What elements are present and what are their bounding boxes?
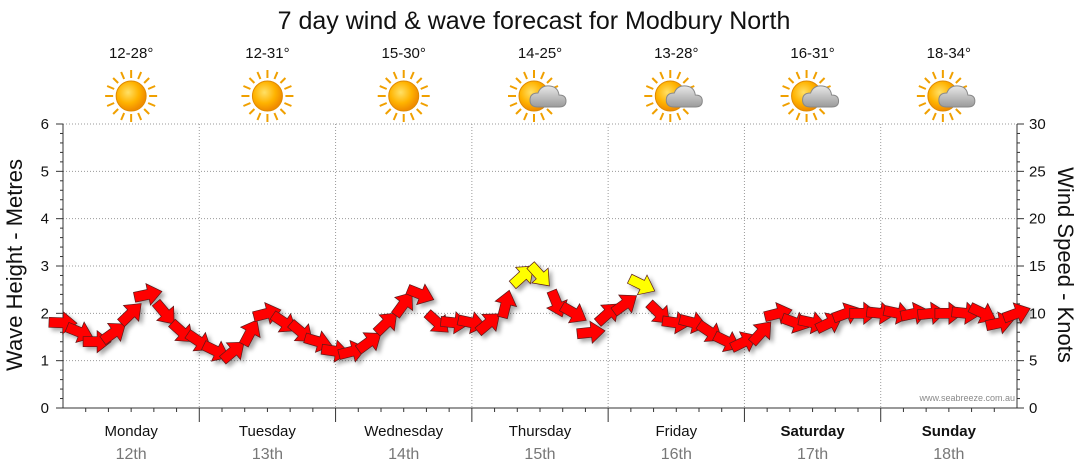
- credit-text: www.seabreeze.com.au: [918, 393, 1015, 403]
- sunny-icon: [104, 69, 159, 123]
- sunny-icon: [376, 69, 431, 123]
- day-name-label: Friday: [655, 423, 697, 440]
- sunny-icon: [240, 69, 295, 123]
- wind-arrow: [865, 301, 896, 325]
- right-tick-label: 15: [1029, 258, 1046, 275]
- wind-arrow: [1001, 302, 1031, 325]
- right-tick-label: 5: [1029, 353, 1037, 370]
- day-labels: Monday 12th Tuesday 13th Wednesday 14th Thursd…: [85, 408, 995, 463]
- weather-icons: [104, 69, 976, 123]
- right-tick-label: 20: [1029, 211, 1046, 228]
- wind-arrow: [117, 303, 142, 328]
- wind-arrow: [238, 319, 261, 348]
- wind-arrow: [151, 298, 175, 325]
- temperature-label: 16-31°: [790, 45, 834, 62]
- wind-arrow: [610, 294, 637, 317]
- wind-arrow: [474, 313, 501, 337]
- day-date-label: 18th: [933, 446, 964, 463]
- day-date-label: 17th: [797, 446, 828, 463]
- wind-arrow: [558, 301, 587, 324]
- left-tick-label: 6: [41, 116, 49, 133]
- wind-arrow: [372, 312, 398, 337]
- day-name-label: Tuesday: [239, 423, 296, 440]
- wind-arrow: [133, 283, 163, 306]
- partly-cloudy-icon: [643, 69, 703, 123]
- left-tick-label: 3: [41, 258, 49, 275]
- temperature-label: 18-34°: [927, 45, 971, 62]
- left-axis: 0 1 2 3 4 5 6: [41, 116, 64, 417]
- day-date-label: 13th: [252, 446, 283, 463]
- left-axis-title: Wave Height - Metres: [2, 159, 27, 371]
- day-name-label: Wednesday: [364, 423, 443, 440]
- right-tick-label: 10: [1029, 305, 1046, 322]
- left-tick-label: 2: [41, 305, 49, 322]
- right-tick-label: 0: [1029, 400, 1037, 417]
- day-date-label: 16th: [661, 446, 692, 463]
- day-date-label: 12th: [116, 446, 147, 463]
- right-axis: 0 5 10 15 20 25 30: [1016, 116, 1046, 417]
- temperature-label: 14-25°: [518, 45, 562, 62]
- day-name-label: Sunday: [922, 423, 977, 440]
- grid: [63, 123, 1017, 409]
- temperature-label: 13-28°: [654, 45, 698, 62]
- wind-arrow: [99, 323, 126, 346]
- wind-arrow: [951, 301, 981, 325]
- chart-title: 7 day wind & wave forecast for Modbury N…: [278, 7, 791, 35]
- wind-arrow: [747, 321, 772, 347]
- wind-arrow: [967, 302, 996, 324]
- partly-cloudy-icon: [779, 69, 840, 123]
- wind-arrow: [526, 261, 550, 287]
- wind-arrow: [508, 265, 534, 290]
- wind-arrow: [390, 292, 413, 319]
- partly-cloudy-icon: [507, 69, 567, 123]
- temperature-label: 12-31°: [245, 45, 289, 62]
- wind-arrow: [626, 273, 656, 296]
- wind-arrow: [405, 283, 435, 306]
- wind-arrow: [576, 320, 606, 344]
- left-tick-label: 1: [41, 353, 49, 370]
- day-date-label: 14th: [388, 446, 419, 463]
- right-axis-title: Wind Speed - Knots: [1053, 167, 1078, 363]
- wind-arrow: [439, 311, 470, 335]
- day-name-label: Thursday: [509, 423, 572, 440]
- wind-arrow: [494, 289, 518, 320]
- left-tick-label: 4: [41, 211, 49, 228]
- left-tick-label: 0: [41, 400, 49, 417]
- left-tick-label: 5: [41, 163, 49, 180]
- temperature-label: 12-28°: [109, 45, 153, 62]
- temperature-row: 12-28° 12-31° 15-30° 14-25° 13-28° 16-31° 18-3…: [109, 45, 971, 62]
- right-tick-label: 30: [1029, 116, 1046, 133]
- day-date-label: 15th: [524, 446, 555, 463]
- day-name-label: Monday: [104, 423, 158, 440]
- wind-arrow: [354, 332, 382, 355]
- right-tick-label: 25: [1029, 163, 1046, 180]
- wind-arrow: [916, 301, 947, 325]
- wind-arrows: [48, 261, 1031, 365]
- day-name-label: Saturday: [780, 423, 845, 440]
- wind-arrow: [218, 341, 245, 365]
- partly-cloudy-icon: [915, 69, 976, 123]
- temperature-label: 15-30°: [382, 45, 426, 62]
